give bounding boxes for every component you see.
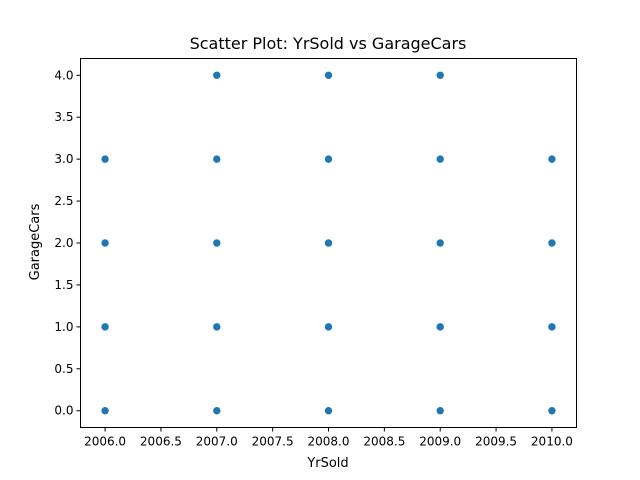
data-point xyxy=(435,238,445,248)
data-point xyxy=(100,238,110,248)
data-points xyxy=(100,70,557,416)
data-point xyxy=(100,154,110,164)
y-tick-label: 1.0 xyxy=(54,320,73,334)
x-tick-label: 2008.0 xyxy=(308,435,350,449)
x-tick-label: 2008.5 xyxy=(363,435,405,449)
x-axis: 2006.0 2006.5 2007.0 2007.5 2008.0 2008.5 2009… xyxy=(84,427,573,449)
y-tick-label: 2.0 xyxy=(54,236,73,250)
x-tick-label: 2007.0 xyxy=(196,435,238,449)
x-tick-label: 2009.0 xyxy=(419,435,461,449)
data-point xyxy=(547,322,557,332)
y-tick-label: 1.5 xyxy=(54,278,73,292)
data-point xyxy=(435,406,445,416)
data-point xyxy=(100,406,110,416)
chart-title: Scatter Plot: YrSold vs GarageCars xyxy=(190,34,467,53)
data-point xyxy=(547,238,557,248)
data-point xyxy=(212,406,222,416)
data-point xyxy=(435,154,445,164)
data-point xyxy=(324,406,333,416)
data-point xyxy=(324,238,333,248)
x-axis-label: YrSold xyxy=(306,456,348,471)
x-tick-label: 2010.0 xyxy=(531,435,573,449)
y-tick-label: 4.0 xyxy=(54,68,73,82)
data-point xyxy=(547,406,557,416)
x-tick-label: 2006.5 xyxy=(140,435,182,449)
y-tick-label: 3.5 xyxy=(54,110,73,124)
x-tick-label: 2009.5 xyxy=(475,435,517,449)
data-point xyxy=(212,322,222,332)
x-tick-label: 2006.0 xyxy=(84,435,126,449)
data-point xyxy=(324,154,333,164)
plot-area-frame xyxy=(80,58,577,428)
y-axis-label: GarageCars xyxy=(28,203,43,280)
data-point xyxy=(547,154,557,164)
data-point xyxy=(324,70,333,80)
data-point xyxy=(212,70,222,80)
data-point xyxy=(212,154,222,164)
y-tick-label: 3.0 xyxy=(54,152,73,166)
data-point xyxy=(324,322,333,332)
y-tick-label: 2.5 xyxy=(54,194,73,208)
y-axis: 0.0 0.5 1.0 1.5 2.0 2.5 3.0 3.5 4.0 xyxy=(54,68,81,418)
data-point xyxy=(435,70,445,80)
data-point xyxy=(435,322,445,332)
data-point xyxy=(100,322,110,332)
y-tick-label: 0.0 xyxy=(54,404,73,418)
data-point xyxy=(212,238,222,248)
x-tick-label: 2007.5 xyxy=(252,435,294,449)
y-tick-label: 0.5 xyxy=(54,362,73,376)
